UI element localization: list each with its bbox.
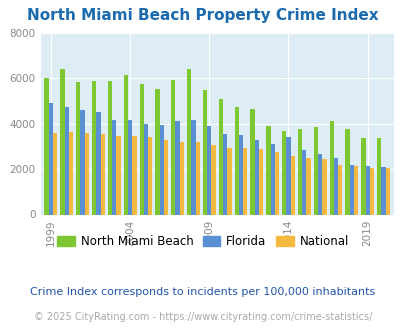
Bar — [313, 127, 317, 214]
Bar — [164, 140, 168, 214]
Bar — [100, 134, 104, 214]
Bar — [49, 103, 53, 214]
Bar — [64, 107, 69, 214]
Bar — [69, 132, 73, 214]
Bar — [155, 88, 159, 214]
Bar — [349, 165, 353, 214]
Bar — [234, 107, 238, 214]
Bar — [45, 79, 49, 214]
Bar — [76, 82, 80, 214]
Bar — [317, 154, 322, 214]
Bar — [286, 137, 290, 214]
Bar — [195, 142, 199, 214]
Bar — [322, 159, 326, 214]
Bar — [139, 84, 143, 214]
Bar — [258, 149, 262, 214]
Bar — [191, 120, 195, 214]
Bar — [85, 133, 89, 214]
Bar — [222, 134, 227, 214]
Bar — [96, 113, 100, 214]
Bar — [171, 80, 175, 214]
Bar — [329, 121, 333, 214]
Bar — [376, 139, 380, 214]
Bar — [290, 155, 294, 214]
Bar — [281, 131, 286, 214]
Bar — [369, 168, 373, 214]
Bar — [143, 124, 148, 214]
Bar — [159, 125, 164, 214]
Text: North Miami Beach Property Crime Index: North Miami Beach Property Crime Index — [27, 8, 378, 23]
Bar — [301, 150, 306, 214]
Bar — [243, 148, 247, 214]
Bar — [211, 145, 215, 214]
Text: Crime Index corresponds to incidents per 100,000 inhabitants: Crime Index corresponds to incidents per… — [30, 287, 375, 297]
Bar — [187, 69, 191, 214]
Bar — [345, 129, 349, 214]
Bar — [337, 165, 341, 214]
Bar — [175, 121, 179, 214]
Bar — [333, 158, 337, 214]
Bar — [80, 110, 85, 214]
Bar — [250, 109, 254, 214]
Bar — [60, 69, 64, 214]
Bar — [254, 140, 258, 214]
Bar — [148, 137, 152, 214]
Text: © 2025 CityRating.com - https://www.cityrating.com/crime-statistics/: © 2025 CityRating.com - https://www.city… — [34, 312, 371, 322]
Legend: North Miami Beach, Florida, National: North Miami Beach, Florida, National — [52, 231, 353, 253]
Bar — [380, 167, 385, 214]
Bar — [202, 90, 207, 214]
Bar — [360, 139, 364, 214]
Bar — [108, 81, 112, 214]
Bar — [266, 126, 270, 214]
Bar — [306, 158, 310, 214]
Bar — [53, 133, 57, 214]
Bar — [274, 152, 278, 214]
Bar — [353, 166, 357, 214]
Bar — [207, 126, 211, 214]
Bar — [270, 144, 274, 214]
Bar — [227, 148, 231, 214]
Bar — [128, 120, 132, 214]
Bar — [116, 136, 120, 214]
Bar — [112, 120, 116, 214]
Bar — [179, 142, 183, 214]
Bar — [132, 136, 136, 214]
Bar — [92, 81, 96, 214]
Bar — [297, 129, 301, 214]
Bar — [364, 166, 369, 214]
Bar — [385, 168, 389, 214]
Bar — [238, 135, 243, 214]
Bar — [124, 75, 128, 214]
Bar — [218, 99, 222, 214]
